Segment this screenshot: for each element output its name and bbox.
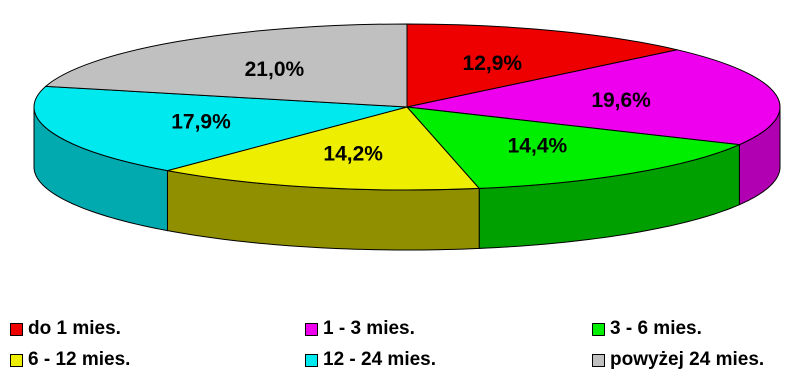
legend-swatch	[592, 353, 605, 367]
legend-item: powyżej 24 mies.	[592, 349, 764, 371]
pie-chart: 12,9% 19,6% 14,4% 14,2% 17,9% 21,0%	[33, 23, 781, 251]
slice-label-1: 19,6%	[591, 89, 651, 112]
legend-swatch	[10, 353, 23, 367]
slice-label-4: 17,9%	[171, 111, 231, 134]
pie-labels: 12,9% 19,6% 14,4% 14,2% 17,9% 21,0%	[171, 52, 651, 166]
legend-label: 1 - 3 mies.	[323, 318, 415, 339]
legend-item: do 1 mies.	[10, 318, 121, 340]
legend-item: 12 - 24 mies.	[305, 349, 436, 371]
legend-label: 6 - 12 mies.	[28, 349, 131, 370]
slice-label-5: 21,0%	[245, 58, 305, 81]
pie-tops	[33, 23, 781, 191]
legend-label: 12 - 24 mies.	[323, 349, 437, 370]
slice-label-2: 14,4%	[508, 134, 568, 157]
legend-label: powyżej 24 mies.	[610, 349, 765, 370]
legend-item: 3 - 6 mies.	[592, 318, 702, 340]
legend-swatch	[10, 322, 23, 336]
legend-item: 1 - 3 mies.	[305, 318, 415, 340]
legend: do 1 mies. 1 - 3 mies. 3 - 6 mies. 6 - 12 m…	[0, 316, 807, 385]
legend-swatch	[305, 322, 318, 336]
slice-label-0: 12,9%	[463, 52, 523, 75]
pie-slice-5	[44, 23, 408, 108]
slice-label-3: 14,2%	[323, 143, 383, 166]
legend-swatch	[305, 353, 318, 367]
legend-item: 6 - 12 mies.	[10, 349, 130, 371]
pie-slice-4	[33, 85, 408, 172]
pie-slice-2	[405, 106, 742, 189]
legend-label: 3 - 6 mies.	[610, 318, 702, 339]
legend-swatch	[592, 322, 605, 336]
legend-label: do 1 mies.	[28, 318, 121, 339]
pie-slice-1	[406, 49, 781, 146]
pie-slice-3	[167, 106, 481, 191]
pie-slice-0	[406, 23, 678, 108]
